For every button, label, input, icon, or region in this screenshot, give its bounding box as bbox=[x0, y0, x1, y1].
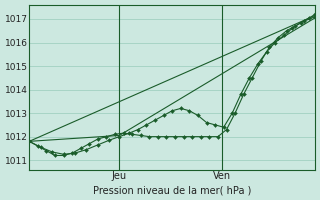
X-axis label: Pression niveau de la mer( hPa ): Pression niveau de la mer( hPa ) bbox=[93, 185, 252, 195]
